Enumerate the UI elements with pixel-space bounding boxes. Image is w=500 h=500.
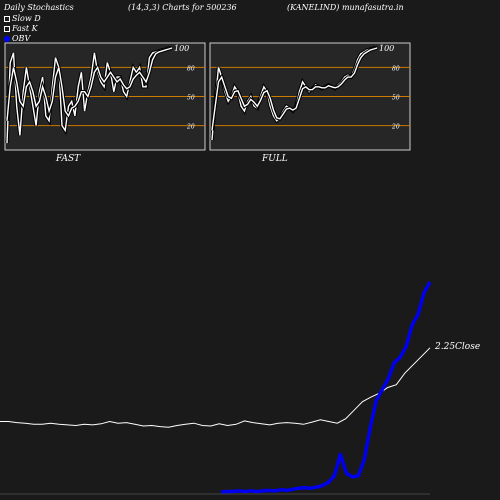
close-line: [0, 347, 431, 428]
legend-fast-k-label: Fast K: [12, 24, 38, 33]
chart-symbol: (KANELIND) munafasutra.in: [287, 3, 404, 12]
legend-slow-d: Slow D: [4, 14, 41, 23]
fast-series-fast-k: [6, 47, 172, 144]
legend-slow-d-label: Slow D: [12, 14, 41, 23]
fast-ytick-80: 80: [187, 65, 195, 72]
full-panel-label: FULL: [262, 154, 288, 164]
full-ytick-20: 20: [391, 124, 400, 131]
fast-ytick-50: 50: [187, 95, 195, 102]
legend-obv: OBV: [4, 34, 30, 43]
fast-panel-label: FAST: [56, 154, 81, 164]
full-ytick-100: 100: [379, 44, 394, 53]
obv-line: [220, 281, 432, 494]
fast-series-slow-d: [6, 47, 173, 121]
fast-ytick-100: 100: [174, 44, 189, 53]
fast-ytick-20: 20: [186, 124, 195, 131]
legend-obv-label: OBV: [12, 34, 31, 43]
full-ytick-50: 50: [392, 95, 400, 102]
full-ytick-80: 80: [392, 65, 400, 72]
slow-d-swatch-icon: [4, 15, 10, 22]
full-series-slow-d: [211, 47, 378, 131]
chart-title: Daily Stochastics: [4, 3, 74, 12]
chart-params: (14,3,3) Charts for 500236: [128, 3, 237, 12]
legend-fast-k: Fast K: [4, 24, 38, 33]
obv-dot-icon: [4, 35, 10, 42]
close-label: 2.25Close: [435, 342, 481, 352]
fast-k-swatch-icon: [4, 25, 10, 32]
